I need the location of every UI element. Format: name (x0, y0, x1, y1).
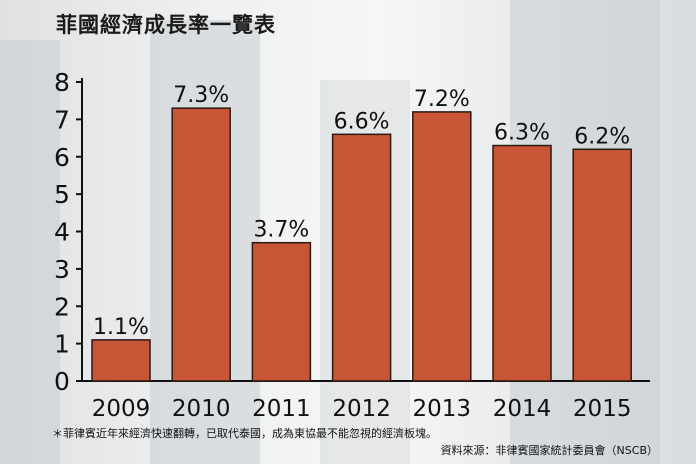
y-tick-label: 6 (54, 143, 70, 172)
bar-2014 (492, 144, 552, 382)
x-tick-label: 2015 (573, 396, 632, 422)
y-tick-label: 2 (54, 292, 70, 321)
y-tick-label: 3 (54, 255, 70, 284)
data-label: 6.2% (574, 124, 630, 149)
bar-2011 (251, 241, 312, 382)
x-tick-label: 2011 (252, 396, 311, 422)
source-note: 資料來源：非律賓國家統計委員會（NSCB） (440, 444, 658, 457)
bar-2012 (331, 133, 392, 382)
background-building (0, 40, 60, 464)
bar-2013 (412, 111, 472, 382)
bar-2009 (91, 339, 151, 382)
y-tick-label: 5 (54, 180, 70, 209)
data-label: 7.3% (173, 83, 229, 108)
x-tick-label: 2014 (493, 396, 552, 422)
data-label: 6.3% (494, 121, 550, 146)
data-label: 1.1% (93, 315, 149, 340)
data-label: 3.7% (253, 218, 309, 243)
y-tick-label: 8 (54, 68, 70, 97)
x-tick-label: 2009 (92, 396, 151, 422)
x-tick-label: 2012 (332, 396, 391, 422)
footnote: ＊菲律賓近年來經濟快速翻轉，已取代泰國，成為東協最不能忽視的經濟板塊。 (52, 427, 437, 440)
y-tick-label: 0 (54, 367, 70, 396)
data-label: 7.2% (414, 87, 470, 112)
data-label: 6.6% (334, 109, 390, 134)
bar-2015 (572, 148, 632, 382)
chart-title: 菲國經濟成長率一覽表 (56, 13, 276, 37)
y-tick-label: 7 (54, 105, 70, 134)
y-tick-label: 1 (54, 330, 70, 359)
y-tick-label: 4 (54, 218, 70, 247)
x-tick-label: 2010 (172, 396, 231, 422)
x-tick-label: 2013 (413, 396, 472, 422)
bar-2010 (171, 107, 231, 382)
